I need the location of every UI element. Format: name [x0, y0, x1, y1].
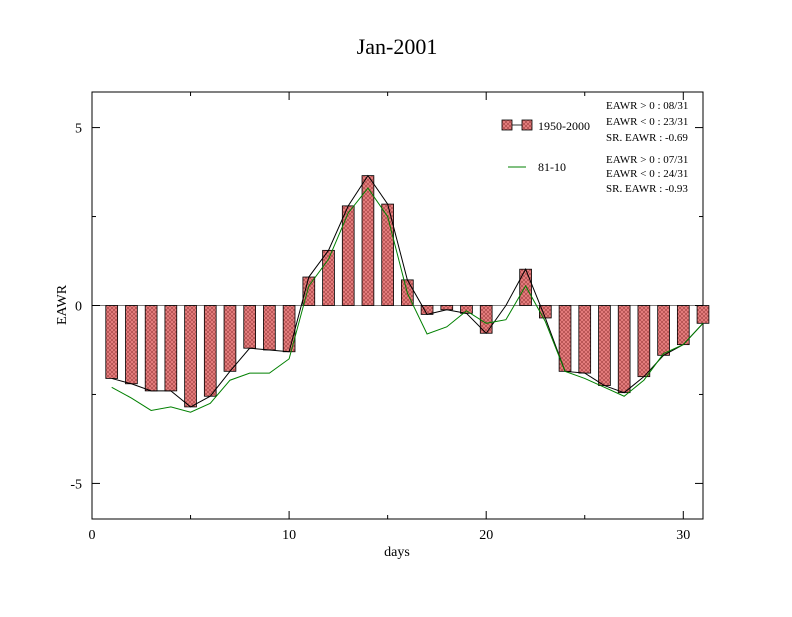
series-line-81-10 [111, 187, 704, 413]
lines-group [111, 174, 704, 413]
y-tick-label--5: -5 [70, 477, 82, 492]
bar-day-4 [164, 305, 178, 392]
bar-day-27 [617, 305, 631, 394]
legend-label-1950-2000: 1950-2000 [538, 119, 590, 133]
bar-day-6 [203, 305, 217, 397]
bar-day-13 [341, 205, 355, 306]
bar-day-8 [243, 305, 256, 349]
bar-day-5 [184, 305, 197, 408]
bar-day-18 [440, 305, 454, 311]
stat-1950-2000-negative: EAWR < 0 : 23/31 [606, 116, 688, 128]
bar-day-28 [637, 305, 651, 378]
series-line-1950-2000 [111, 174, 704, 408]
bar-day-1 [105, 305, 119, 379]
x-tick-label-10: 10 [282, 528, 296, 543]
stat-81-10-negative: EAWR < 0 : 24/31 [606, 168, 688, 180]
legend: 1950-2000 EAWR > 0 : 08/31 EAWR < 0 : 23… [501, 100, 688, 195]
bar-day-14 [361, 175, 375, 306]
stat-81-10-positive: EAWR > 0 : 07/31 [606, 154, 688, 166]
x-tick-label-30: 30 [676, 528, 690, 543]
bar-day-9 [263, 305, 276, 351]
bar-day-25 [578, 305, 592, 374]
y-tick-label-0: 0 [75, 300, 82, 315]
bar-day-29 [657, 305, 670, 356]
bar-day-30 [676, 305, 690, 346]
x-axis-label: days [384, 545, 410, 560]
bar-day-26 [598, 305, 611, 386]
bar-day-7 [223, 305, 237, 372]
bar-day-2 [125, 305, 138, 385]
legend-label-81-10: 81-10 [538, 160, 566, 174]
bars-group [105, 175, 710, 408]
stat-1950-2000-positive: EAWR > 0 : 08/31 [606, 100, 688, 112]
y-axis-label: EAWR [55, 284, 70, 325]
legend-swatch-1950-2000-left [501, 119, 513, 131]
bar-day-3 [144, 305, 158, 392]
legend-swatch-1950-2000-right [521, 119, 533, 131]
x-tick-label-20: 20 [479, 528, 493, 543]
x-tick-label-0: 0 [89, 528, 96, 543]
bar-day-31 [696, 305, 710, 324]
stat-81-10-sr: SR. EAWR : -0.93 [606, 183, 688, 195]
x-axis-ticks: 0 10 20 30 [89, 92, 690, 543]
y-tick-label-5: 5 [75, 122, 82, 137]
stat-1950-2000-sr: SR. EAWR : -0.69 [606, 132, 688, 144]
bar-day-22 [519, 268, 532, 306]
chart-title: Jan-2001 [357, 34, 438, 59]
y-axis-ticks: 5 0 -5 [70, 122, 703, 492]
